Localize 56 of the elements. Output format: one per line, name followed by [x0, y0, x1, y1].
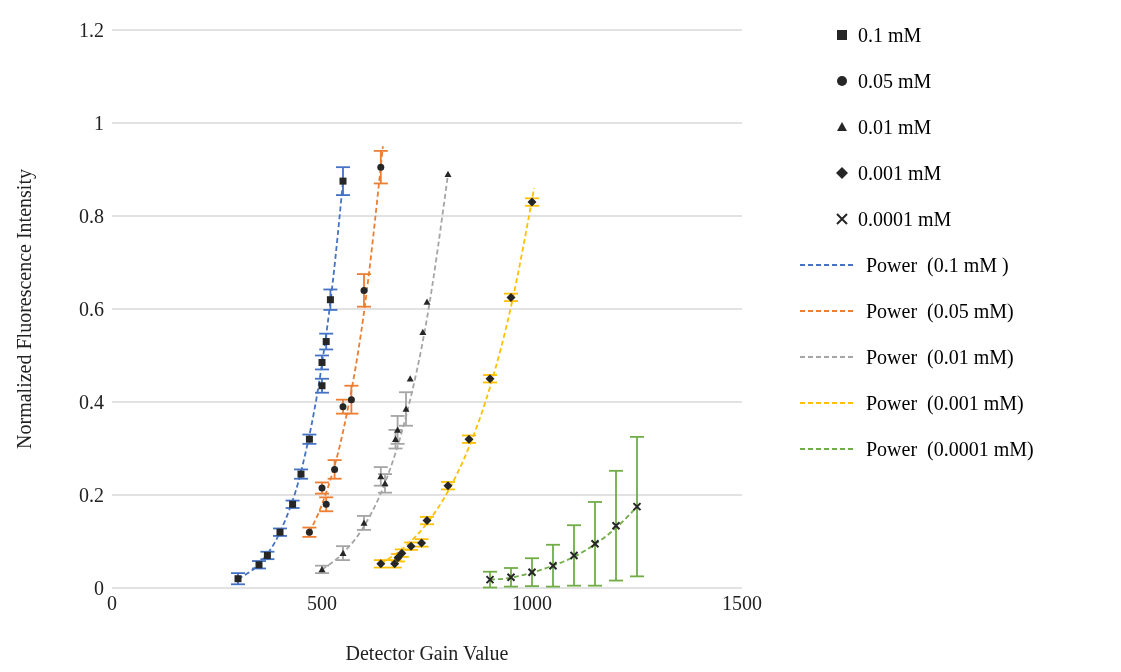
point: [376, 559, 386, 569]
point: [506, 572, 516, 582]
point: [326, 296, 334, 304]
y-tick-label: 1: [94, 112, 104, 135]
point: [331, 465, 339, 473]
legend-label: Power (0.01 mM): [866, 345, 1014, 369]
point: [322, 338, 330, 346]
point: [394, 426, 402, 433]
point: [397, 548, 407, 558]
y-tick-label: 0.6: [79, 298, 104, 321]
point: [548, 561, 558, 571]
x-tick-label: 500: [307, 592, 337, 615]
point: [485, 575, 495, 585]
x-tick-label: 1500: [722, 592, 762, 615]
legend-label: Power (0.0001 mM): [866, 437, 1034, 461]
point: [444, 170, 452, 177]
point: [318, 358, 326, 366]
legend-label: 0.05 mM: [858, 69, 932, 93]
point: [322, 500, 330, 508]
point: [339, 177, 347, 185]
point: [417, 538, 427, 548]
point: [377, 163, 385, 171]
point: [611, 521, 621, 531]
point: [339, 403, 347, 411]
legend-label: Power (0.05 mM): [866, 299, 1014, 323]
point: [569, 550, 579, 560]
y-tick-label: 0: [94, 577, 104, 600]
point: [339, 549, 347, 556]
x-tick-label: 1000: [512, 592, 552, 615]
point: [360, 286, 368, 294]
y-tick-label: 0.8: [79, 205, 104, 228]
y-tick-label: 1.2: [79, 19, 104, 42]
y-axis-title: Normalized Fluorescence Intensity: [13, 169, 37, 449]
y-tick-label: 0.4: [79, 391, 104, 414]
legend-label: 0.001 mM: [858, 161, 942, 185]
point: [318, 382, 326, 390]
legend-label: Power (0.1 mM ): [866, 253, 1009, 277]
point: [381, 479, 389, 487]
legend-label: 0.1 mM: [858, 23, 922, 47]
point: [590, 539, 600, 549]
point: [347, 396, 355, 404]
point: [390, 559, 400, 569]
y-tick-label: 0.2: [79, 484, 104, 507]
point: [632, 502, 642, 512]
point: [377, 472, 385, 480]
point: [527, 567, 537, 577]
legend-label: Power (0.001 mM): [866, 391, 1024, 415]
point: [406, 375, 414, 382]
point: [360, 519, 368, 526]
point: [402, 405, 410, 412]
point: [392, 435, 399, 442]
point: [419, 328, 427, 336]
point: [423, 298, 431, 305]
legend-label: 0.0001 mM: [858, 207, 952, 231]
legend-label: 0.01 mM: [858, 115, 932, 139]
x-axis-title: Detector Gain Value: [345, 642, 509, 664]
